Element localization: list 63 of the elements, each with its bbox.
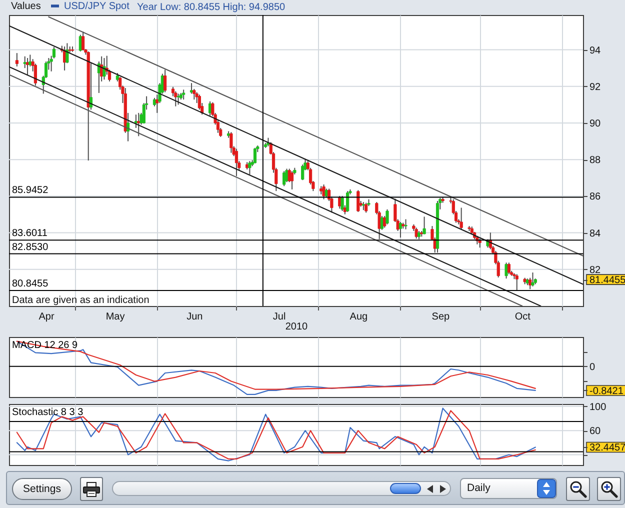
candlestick <box>507 262 510 275</box>
y-tick-label: 32.4457 <box>590 442 625 454</box>
candlestick <box>404 218 408 230</box>
candlestick <box>301 164 304 181</box>
chart-title: Stochastic 8 3 3 <box>12 407 84 418</box>
candlestick <box>285 168 288 183</box>
y-tick-label: 82 <box>590 264 602 276</box>
candlestick <box>531 272 534 287</box>
candlestick <box>515 274 518 291</box>
dropdown: Daily <box>460 478 557 499</box>
candlestick <box>340 196 344 212</box>
x-tick-label: Oct <box>514 312 531 322</box>
candlestick <box>174 90 178 107</box>
candlestick <box>504 262 508 280</box>
candlestick <box>253 147 257 164</box>
candlestick <box>346 190 350 212</box>
y-tick-label: 100 <box>590 402 607 413</box>
candlestick <box>164 69 167 93</box>
candlestick <box>15 52 18 67</box>
y-tick-label: 90 <box>590 118 602 130</box>
x-tick-label: Apr <box>38 312 55 322</box>
candlestick <box>364 202 368 214</box>
candlestick <box>386 208 389 225</box>
y-tick-label: 84 <box>590 228 602 240</box>
x-tick-label: Jul <box>272 312 286 322</box>
y-tick-label: 94 <box>590 45 602 56</box>
text: Year Low: 80.8455 High: 94.9850 <box>137 2 286 13</box>
button: Settings <box>12 478 72 500</box>
annotation: Data are given as an indication <box>12 295 150 306</box>
text: USD/JPY Spot <box>64 1 130 12</box>
candlestick <box>230 132 233 154</box>
candlestick <box>82 31 85 52</box>
y-tick-label: 86 <box>590 192 602 203</box>
candlestick <box>182 89 186 100</box>
x-tick-label: Jun <box>186 312 203 322</box>
candlestick <box>176 93 180 106</box>
candlestick <box>322 184 326 200</box>
candlestick <box>137 112 140 137</box>
y-tick-label: 81.4455 <box>590 275 625 286</box>
x-tick-label: Sep <box>432 312 450 322</box>
ref-line-label: 82.8530 <box>12 242 49 253</box>
candlestick <box>422 216 426 235</box>
candlestick <box>398 221 402 238</box>
y-tick-label: 88 <box>590 155 602 166</box>
ref-line-label: 80.8455 <box>12 278 49 290</box>
x-tick-label: May <box>106 312 125 322</box>
x-tick-label: Aug <box>350 312 368 322</box>
candlestick <box>102 58 106 80</box>
candlestick <box>198 94 201 110</box>
candlestick <box>290 170 294 190</box>
y-tick-label: 60 <box>590 426 602 438</box>
candlestick <box>248 160 252 175</box>
y-tick-label: 0 <box>590 362 596 373</box>
ref-line-label: 83.6011 <box>12 228 48 240</box>
y-tick-label: 92 <box>590 82 602 93</box>
candlestick <box>414 227 418 240</box>
ref-line-label: 85.9452 <box>12 185 49 196</box>
x-axis-title: 2010 <box>285 322 308 332</box>
candlestick <box>460 207 463 230</box>
candlestick <box>356 190 360 212</box>
legend-title: Values <box>11 1 41 12</box>
y-tick-label: -0.8421 <box>590 386 624 397</box>
candlestick <box>234 148 238 177</box>
